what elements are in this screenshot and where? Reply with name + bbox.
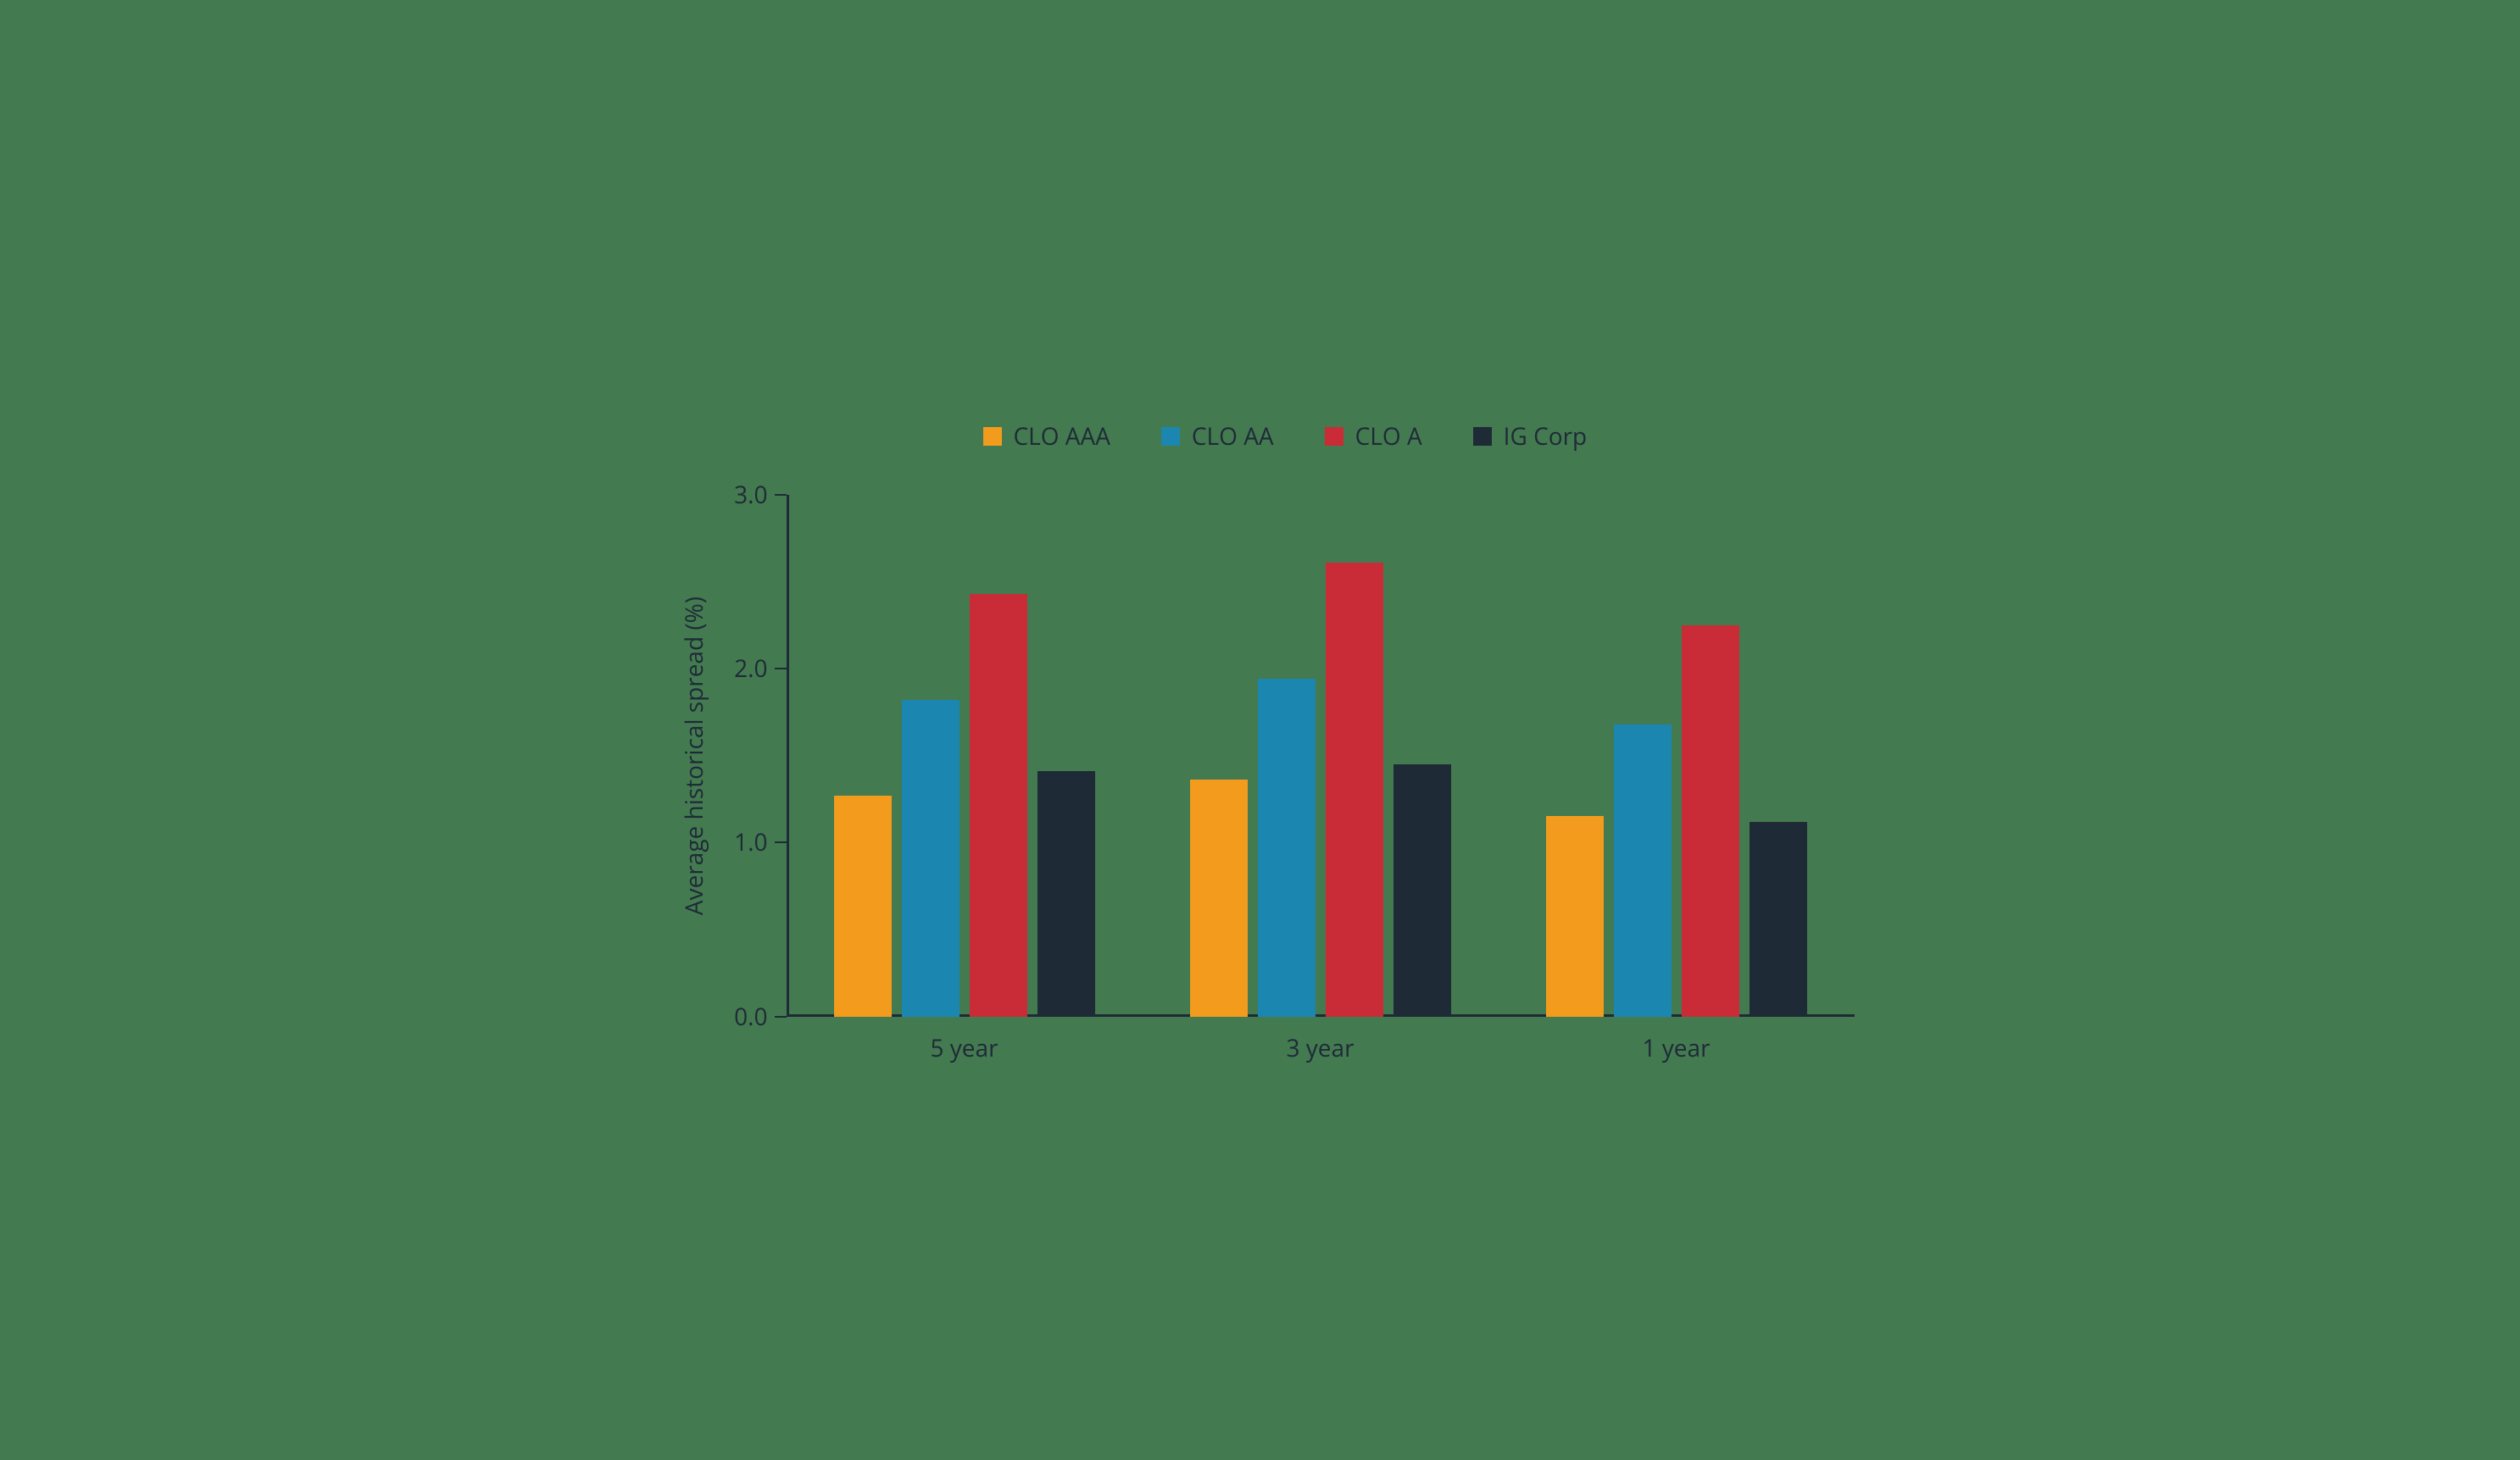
bar-group: 1 year [1499, 495, 1855, 1017]
legend: CLO AAA CLO AA CLO A IG Corp [983, 420, 1588, 452]
x-category-label: 5 year [930, 1032, 998, 1064]
bar [1190, 780, 1248, 1016]
y-tick [775, 668, 787, 669]
bar-groups: 5 year3 year1 year [787, 495, 1855, 1017]
legend-label: CLO AAA [1014, 420, 1110, 452]
legend-label: CLO AA [1192, 420, 1274, 452]
y-tick-label: 3.0 [734, 479, 767, 511]
bar-group: 3 year [1143, 495, 1499, 1017]
bar [1546, 816, 1604, 1016]
y-tick-label: 1.0 [734, 826, 767, 858]
legend-label: IG Corp [1504, 420, 1588, 452]
legend-swatch [1473, 427, 1492, 446]
legend-swatch [1161, 427, 1180, 446]
bar [1326, 563, 1383, 1017]
bar-group: 5 year [787, 495, 1143, 1017]
bar [1037, 771, 1095, 1017]
legend-item: CLO AAA [983, 420, 1110, 452]
y-tick-label: 2.0 [734, 652, 767, 685]
y-axis-title: Average historical spread (%) [678, 596, 710, 914]
bar [1750, 822, 1807, 1017]
bar [1394, 764, 1451, 1017]
y-tick [775, 1016, 787, 1018]
bar [834, 796, 892, 1017]
y-tick [775, 841, 787, 843]
legend-label: CLO A [1355, 420, 1422, 452]
bar [1682, 625, 1739, 1017]
legend-item: IG Corp [1473, 420, 1588, 452]
bar [902, 700, 960, 1017]
x-category-label: 3 year [1286, 1032, 1354, 1064]
chart-container: CLO AAACLO AACLO AIG Corp 5 year3 year1 … [605, 351, 1916, 1110]
plot-area: 5 year3 year1 year Average historical sp… [787, 495, 1855, 1017]
legend-item: CLO A [1325, 420, 1422, 452]
legend-item: CLO AA [1161, 420, 1274, 452]
bar [1614, 724, 1672, 1017]
legend-swatch [1325, 427, 1343, 446]
x-category-label: 1 year [1642, 1032, 1710, 1064]
y-tick-label: 0.0 [734, 1001, 767, 1033]
bar [1258, 679, 1316, 1016]
bar [970, 594, 1027, 1017]
legend-swatch [983, 427, 1002, 446]
y-tick [775, 494, 787, 496]
